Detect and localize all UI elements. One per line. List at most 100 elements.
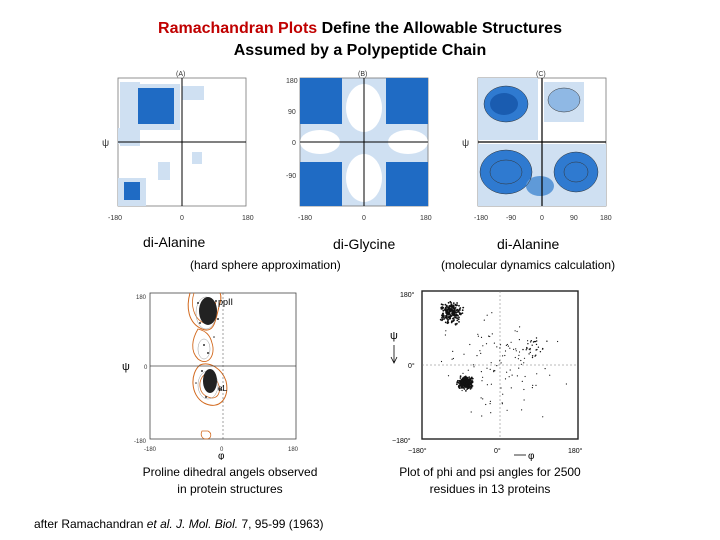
scatter-point — [441, 318, 444, 321]
scatter-point — [501, 402, 503, 404]
bl-phi-symbol: φ — [218, 451, 225, 460]
panel-a-phi-symbol: φ — [178, 223, 184, 226]
scatter-point — [445, 330, 447, 332]
panel-b-xtick-3: 180 — [420, 215, 432, 222]
scatter-point — [490, 362, 492, 364]
br-xtick-left: −180° — [408, 447, 427, 455]
scatter-point — [524, 375, 526, 378]
panel-b-phi-symbol: φ — [360, 223, 366, 226]
scatter-point — [486, 314, 488, 316]
scatter-point — [461, 381, 464, 384]
caption-phi-psi: Plot of phi and psi angles for 2500 resi… — [360, 464, 620, 498]
scatter-point — [518, 367, 520, 369]
scatter-point — [458, 386, 460, 389]
scatter-point — [479, 350, 481, 352]
scatter-point — [465, 382, 468, 385]
scatter-point — [534, 340, 537, 343]
scatter-point — [445, 306, 448, 308]
scatter-point — [536, 373, 538, 375]
scatter-point — [542, 416, 544, 418]
scatter-point — [466, 388, 468, 390]
scatter-point — [458, 304, 460, 307]
scatter-point — [565, 383, 567, 385]
scatter-point — [470, 385, 473, 388]
bl-ytick-top: 180 — [136, 295, 147, 301]
scatter-point — [507, 345, 509, 347]
scatter-point — [500, 387, 502, 389]
scatter-point — [454, 307, 457, 309]
scatter-point — [557, 340, 559, 343]
scatter-point — [504, 354, 506, 357]
scatter-point — [465, 390, 467, 392]
br-ytick-bottom: −180° — [392, 437, 411, 445]
scatter-point — [515, 348, 517, 350]
scatter-point — [508, 376, 510, 378]
scatter-point — [516, 375, 518, 377]
panel-a-xtick-3: 180 — [242, 215, 254, 222]
scatter-point — [532, 384, 534, 386]
region-ppII-label: ppII — [218, 297, 233, 307]
scatter-point — [439, 318, 442, 321]
br-xtick-mid: 0° — [494, 447, 501, 455]
panel-c-xtick-4: 90 — [570, 215, 578, 222]
panel-a-xtick-1: -180 — [108, 215, 122, 222]
scatter-point — [537, 346, 540, 348]
scatter-point — [465, 385, 468, 388]
scatter-point — [466, 382, 469, 384]
scatter-point — [527, 340, 529, 342]
scatter-point — [454, 323, 457, 325]
panel-a-psi-symbol: ψ — [102, 138, 109, 149]
label-molecular-dynamics: (molecular dynamics calculation) — [441, 258, 616, 272]
scatter-point — [450, 302, 452, 304]
scatter-point — [501, 403, 503, 405]
scatter-point — [452, 357, 454, 360]
citation-suffix: 7, 95-99 (1963) — [238, 517, 324, 531]
slide-title-line1: Ramachandran Plots Define the Allowable … — [0, 18, 720, 40]
label-hard-sphere: (hard sphere approximation) — [190, 258, 341, 272]
scatter-point — [502, 355, 504, 357]
scatter-point — [450, 321, 453, 324]
scatter-point — [536, 340, 538, 342]
scatter-point — [486, 384, 488, 386]
panel-b: (B) -180 0 180 180 90 0 -90 φ — [286, 71, 432, 226]
scatter-point — [472, 364, 474, 366]
scatter-point — [523, 362, 525, 364]
scatter-point — [461, 389, 463, 392]
scatter-point — [505, 344, 507, 346]
scatter-point — [463, 388, 466, 390]
scatter-point — [491, 312, 493, 314]
scatter-point — [455, 309, 458, 312]
bl-ytick-bottom: -180 — [134, 439, 147, 445]
scatter-point — [504, 350, 507, 352]
panel-b-ytick-1: 180 — [286, 78, 298, 85]
scatter-point — [456, 304, 458, 306]
scatter-point — [453, 314, 456, 317]
region-alpha-label: αL — [218, 384, 228, 393]
scatter-point — [491, 333, 493, 335]
scatter-point — [528, 353, 530, 355]
label-di-alanine-hard-sphere: di-Alanine — [143, 234, 206, 250]
scatter-point — [459, 307, 462, 309]
scatter-point — [458, 316, 460, 319]
scatter-point — [440, 303, 443, 306]
scatter-point — [452, 313, 455, 315]
panel-b-xtick-1: -180 — [298, 215, 312, 222]
scatter-point — [546, 340, 548, 342]
bl-ytick-mid: 0 — [144, 365, 148, 371]
scatter-point — [483, 319, 485, 321]
scatter-point — [527, 343, 529, 345]
scatter-point — [535, 337, 538, 339]
scatter-point — [529, 349, 531, 351]
panel-c-xtick-5: 180 — [600, 215, 612, 222]
scatter-point — [447, 320, 449, 322]
scatter-point — [459, 309, 461, 311]
bl-xtick-left: -180 — [144, 447, 157, 453]
panel-a-xtick-2: 0 — [180, 215, 184, 222]
scatter-point — [469, 381, 471, 384]
scatter-point — [481, 380, 483, 382]
scatter-point — [506, 409, 508, 411]
scatter-point — [480, 371, 482, 373]
scatter-point — [456, 319, 459, 322]
scatter-point — [541, 348, 544, 350]
scatter-point — [514, 356, 516, 359]
